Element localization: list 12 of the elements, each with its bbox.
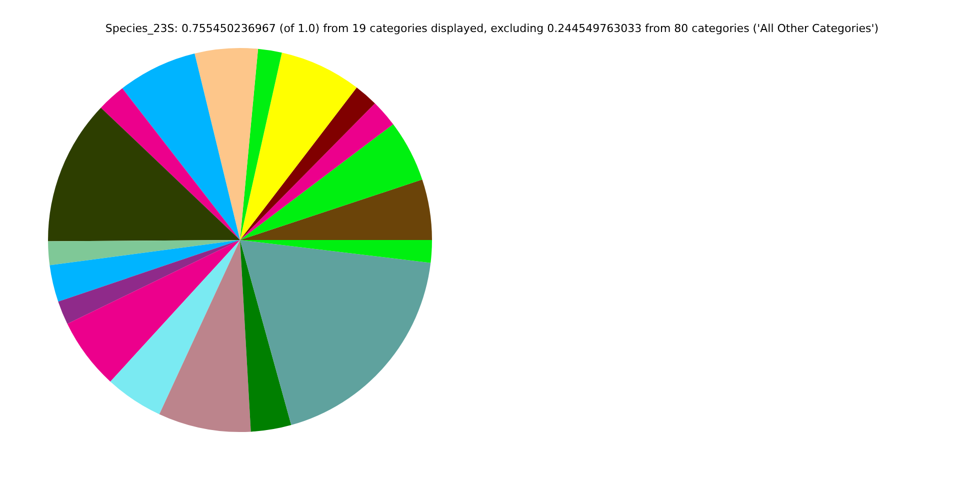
pie-slice (159, 240, 251, 432)
pie-slice (48, 108, 240, 242)
pie-slice (194, 48, 258, 240)
pie-slice (240, 240, 431, 426)
pie-slice (240, 180, 432, 240)
pie-slice (110, 240, 240, 414)
pie-slice (240, 52, 357, 240)
pie-slice (240, 240, 292, 432)
pie-slice (58, 240, 240, 324)
pie-slice (240, 88, 375, 240)
text: Species_23S: 0.755450236967 (of 1.0) from 19 categories displayed, excluding 0.244549763033 from 80 categories ('All Other Categories') (105, 22, 879, 35)
pie-slice (48, 240, 240, 266)
